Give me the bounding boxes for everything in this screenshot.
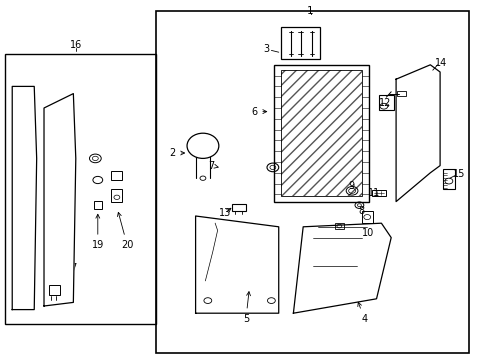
Text: 16: 16 xyxy=(69,40,82,50)
Text: 8: 8 xyxy=(358,206,364,216)
Bar xyxy=(281,70,361,196)
Bar xyxy=(371,190,386,196)
Text: 11: 11 xyxy=(366,188,379,198)
Polygon shape xyxy=(195,216,278,313)
Text: 7: 7 xyxy=(208,161,218,171)
Text: 10: 10 xyxy=(361,228,373,238)
Bar xyxy=(111,171,122,180)
Text: 14: 14 xyxy=(434,58,447,68)
Text: 19: 19 xyxy=(91,214,104,250)
Bar xyxy=(442,169,454,189)
Text: 3: 3 xyxy=(263,44,269,54)
Bar xyxy=(361,211,372,223)
Polygon shape xyxy=(44,94,76,306)
Bar xyxy=(232,204,245,211)
Bar xyxy=(334,223,343,229)
Text: 13: 13 xyxy=(218,208,231,218)
Bar xyxy=(378,95,393,110)
Ellipse shape xyxy=(186,133,219,158)
Polygon shape xyxy=(12,86,37,310)
Bar xyxy=(273,65,368,202)
Text: 20: 20 xyxy=(117,212,133,250)
Bar xyxy=(281,27,320,59)
Text: 17: 17 xyxy=(59,263,79,279)
Polygon shape xyxy=(293,223,390,313)
Circle shape xyxy=(200,176,205,180)
Text: 5: 5 xyxy=(243,292,250,324)
Bar xyxy=(396,91,405,96)
Text: 18: 18 xyxy=(13,238,27,266)
Text: 4: 4 xyxy=(357,302,366,324)
Text: 1: 1 xyxy=(306,6,313,16)
Bar xyxy=(5,54,156,324)
Text: 6: 6 xyxy=(251,107,266,117)
Text: 2: 2 xyxy=(169,148,184,158)
Bar xyxy=(94,201,102,209)
Bar xyxy=(111,189,122,202)
Bar xyxy=(156,11,468,353)
Bar xyxy=(281,70,361,196)
Text: 15: 15 xyxy=(451,169,464,179)
Text: 12: 12 xyxy=(378,98,391,108)
Bar xyxy=(49,285,60,295)
Text: 9: 9 xyxy=(347,181,353,191)
